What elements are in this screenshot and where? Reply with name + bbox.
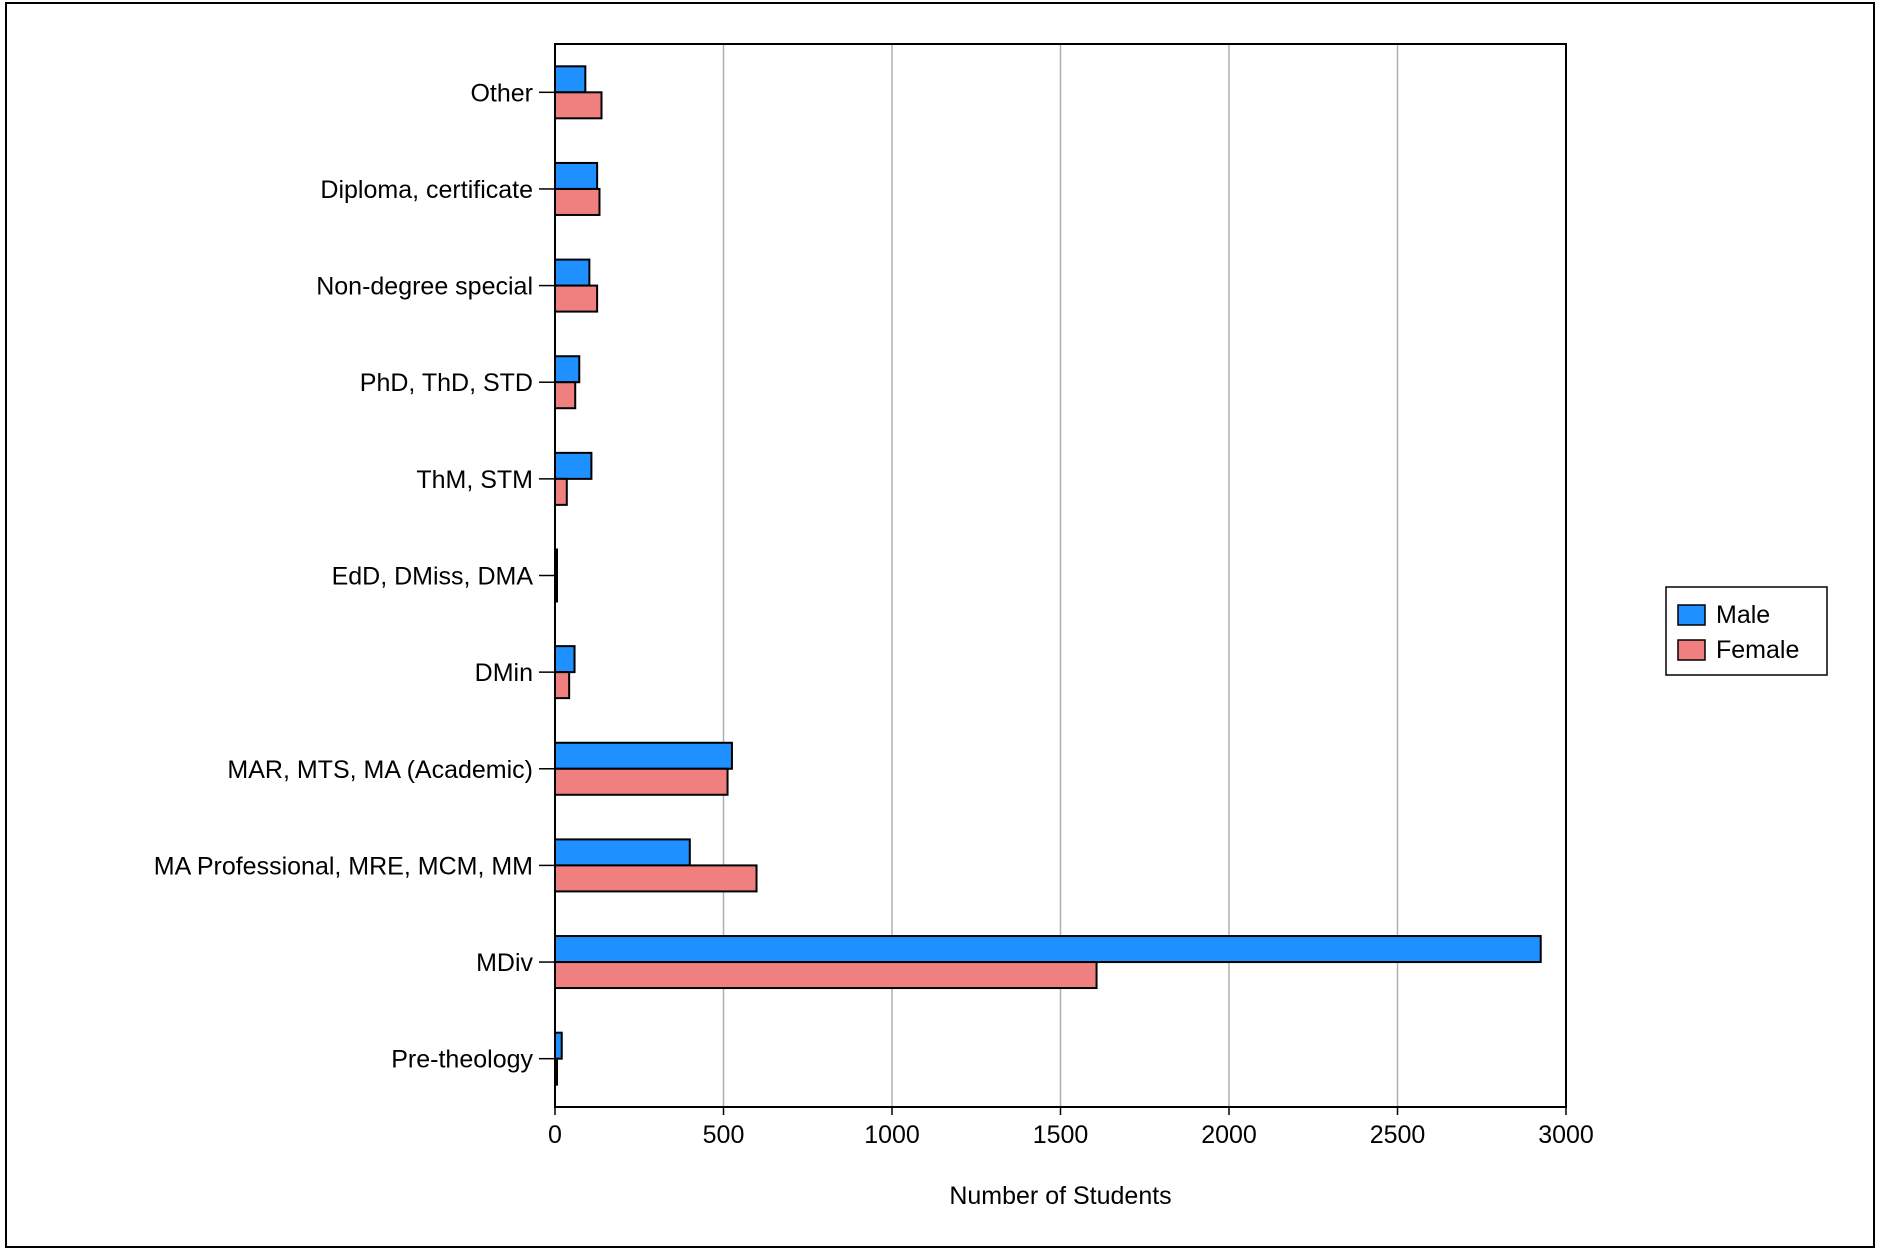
category-label: MA Professional, MRE, MCM, MM <box>154 852 533 880</box>
bar-male <box>554 741 733 770</box>
category-label: MAR, MTS, MA (Academic) <box>227 756 533 784</box>
category-axis: Other Diploma, certificate Non-degree spec… <box>154 79 555 1074</box>
bar-male <box>554 65 587 94</box>
bar-male <box>554 258 591 287</box>
x-tick-label: 2500 <box>1370 1121 1426 1149</box>
x-tick-label: 1500 <box>1033 1121 1089 1149</box>
chart-frame: Other Diploma, certificate Non-degree spec… <box>5 2 1875 1248</box>
bar-female <box>554 381 577 410</box>
gridlines <box>722 44 1399 1107</box>
category-label: Other <box>470 79 533 107</box>
bar-male <box>554 935 1542 964</box>
bar-male <box>554 451 593 480</box>
bar-female <box>554 477 568 506</box>
bar-male <box>554 838 691 867</box>
category-label: ThM, STM <box>416 466 533 494</box>
category-label: DMin <box>475 659 533 687</box>
category-label: MDiv <box>476 949 533 977</box>
bar-female <box>554 671 571 700</box>
bar-male <box>554 161 599 190</box>
bar-female <box>554 961 1098 990</box>
bar-female <box>554 767 729 796</box>
value-axis: 0 500 1000 1500 2000 2500 3000 <box>548 1107 1594 1149</box>
x-tick-label: 1000 <box>864 1121 920 1149</box>
bar-female <box>554 864 758 893</box>
bar-female <box>554 187 601 216</box>
legend-swatch-female <box>1677 639 1706 661</box>
bar-male <box>554 1031 563 1060</box>
category-label: Non-degree special <box>316 273 533 301</box>
bar-female <box>554 284 599 313</box>
legend-swatch-male <box>1677 604 1706 626</box>
category-label: EdD, DMiss, DMA <box>332 563 534 591</box>
x-tick-label: 3000 <box>1538 1121 1594 1149</box>
bar-male <box>554 355 581 384</box>
legend-label-male: Male <box>1716 601 1770 629</box>
bar-male <box>554 645 576 674</box>
bar-female <box>554 91 603 120</box>
legend: Male Female <box>1665 586 1828 676</box>
x-axis-title: Number of Students <box>949 1182 1171 1210</box>
x-tick-label: 2000 <box>1201 1121 1257 1149</box>
bars <box>554 65 1542 1086</box>
category-label: PhD, ThD, STD <box>360 369 533 397</box>
x-tick-label: 0 <box>548 1121 562 1149</box>
category-label: Pre-theology <box>391 1046 533 1074</box>
category-label: Diploma, certificate <box>320 176 533 204</box>
bar-chart: Other Diploma, certificate Non-degree spec… <box>154 43 1828 1210</box>
x-tick-label: 500 <box>703 1121 745 1149</box>
legend-label-female: Female <box>1716 636 1799 664</box>
